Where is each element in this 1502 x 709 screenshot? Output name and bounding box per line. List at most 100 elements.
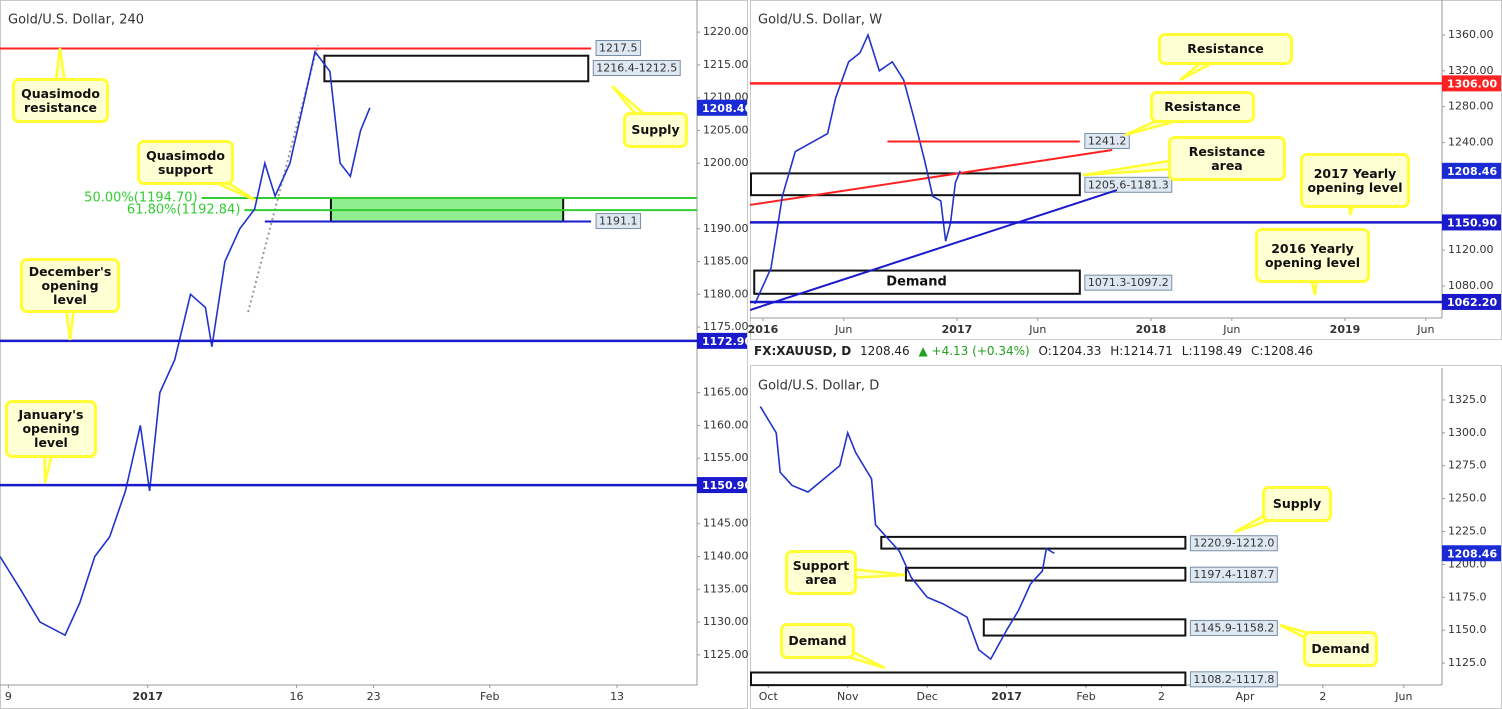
y-tick-label: 1175.0: [1448, 590, 1487, 603]
zone: [753, 269, 1081, 295]
price: 1208.46: [860, 344, 910, 358]
y-tick-label: 1215.00: [703, 58, 749, 71]
x-tick-label: Jun: [834, 323, 852, 336]
zone-tag: 1197.4-1187.7: [1193, 568, 1274, 581]
y-tick-label: 1125.00: [703, 648, 749, 661]
callout: Demand: [780, 623, 855, 659]
callout: Quasimodo support: [137, 140, 234, 185]
y-tick-label: 1360.00: [1448, 28, 1494, 41]
zone: [880, 535, 1187, 550]
level-axis-tag: 1150.90: [1447, 216, 1497, 229]
x-tick-label: Jun: [1028, 323, 1046, 336]
y-tick-label: 1300.0: [1448, 426, 1487, 439]
y-tick-label: 1140.00: [703, 550, 749, 563]
level-tag: 1191.1: [599, 215, 638, 228]
price-tag-box: [1189, 566, 1278, 583]
y-tick-label: 1205.00: [703, 123, 749, 136]
chart-title: Gold/U.S. Dollar, W: [758, 13, 882, 28]
price-tag-box: [595, 40, 642, 57]
last-price-tag: 1208.46: [702, 102, 752, 115]
x-tick-label: 2019: [1330, 323, 1361, 336]
y-tick-label: 1185.00: [703, 255, 749, 268]
zone-tag: 1205.6-1181.3: [1088, 178, 1169, 191]
x-tick-label: 2: [1319, 690, 1326, 703]
x-tick-label: Oct: [759, 690, 779, 703]
zone-tag: 1216.4-1212.5: [596, 62, 677, 75]
axis-tag-box: [697, 332, 747, 349]
zone: [904, 566, 1187, 582]
callout: 2016 Yearly opening level: [1255, 228, 1370, 283]
callout: Resistance: [1158, 33, 1293, 65]
trendline: [750, 149, 1113, 206]
chart-title: Gold/U.S. Dollar, D: [758, 379, 879, 394]
callout: Supply: [1262, 486, 1332, 522]
zone-tag: 1108.2-1117.8: [1193, 673, 1274, 686]
y-tick-label: 1190.00: [703, 222, 749, 235]
y-tick-label: 1175.00: [703, 320, 749, 333]
y-tick-label: 1135.00: [703, 582, 749, 595]
zone-tag: 1145.9-1158.2: [1193, 621, 1274, 634]
y-tick-label: 1080.00: [1448, 279, 1494, 292]
x-tick-label: Jun: [1222, 323, 1240, 336]
y-tick-label: 1280.00: [1448, 100, 1494, 113]
y-tick-label: 1130.00: [703, 615, 749, 628]
change: ▲ +4.13 (+0.34%): [918, 344, 1030, 358]
price-tag-box: [1084, 176, 1173, 193]
x-tick-label: 13: [610, 690, 624, 703]
x-tick-label: 2017: [132, 690, 163, 703]
zone: [982, 618, 1187, 637]
y-tick-label: 1325.0: [1448, 393, 1487, 406]
zone-tag: 1071.3-1097.2: [1088, 276, 1169, 289]
axis-tag-box: [1442, 214, 1501, 231]
level-axis-tag: 1150.90: [702, 479, 752, 492]
open: O:1204.33: [1038, 344, 1102, 358]
price-tag-box: [1189, 671, 1278, 688]
y-tick-label: 1150.0: [1448, 623, 1487, 636]
callout: 2017 Yearly opening level: [1300, 153, 1410, 208]
low: L:1198.49: [1181, 344, 1243, 358]
fib-label: 50.00%(1194.70): [84, 190, 197, 205]
high: H:1214.71: [1110, 344, 1173, 358]
level-axis-tag: 1062.20: [1447, 296, 1497, 309]
price-tag-box: [1084, 274, 1173, 291]
last-price-box: [1442, 162, 1501, 179]
callout: Support area: [785, 550, 857, 595]
price-tag-box: [1189, 535, 1278, 552]
y-tick-label: 1160.00: [703, 418, 749, 431]
y-tick-label: 1200.00: [703, 156, 749, 169]
x-tick-label: Feb: [1076, 690, 1095, 703]
zone-name: Demand: [886, 275, 947, 290]
x-tick-label: 16: [289, 690, 303, 703]
price-tag-box: [592, 60, 681, 76]
callout: Quasimodo resistance: [12, 78, 109, 123]
callout: Resistance: [1150, 91, 1255, 123]
level-tag: 1217.5: [599, 42, 638, 55]
x-tick-label: 2017: [942, 323, 973, 336]
last-price-box: [697, 99, 747, 116]
x-tick-label: Dec: [917, 690, 938, 703]
axis-tag-box: [697, 477, 747, 494]
y-tick-label: 1225.0: [1448, 524, 1487, 537]
price-tag-box: [1189, 619, 1278, 636]
x-tick-label: 23: [367, 690, 381, 703]
y-tick-label: 1165.00: [703, 386, 749, 399]
x-tick-label: 2018: [1136, 323, 1167, 336]
y-tick-label: 1220.00: [703, 25, 749, 38]
y-tick-label: 1180.00: [703, 287, 749, 300]
price-tag-box: [1084, 132, 1130, 149]
chart-title: Gold/U.S. Dollar, 240: [8, 13, 144, 28]
y-tick-label: 1120.00: [1448, 243, 1494, 256]
callout: Resistance area: [1168, 136, 1286, 181]
last-price-tag: 1208.46: [1447, 547, 1497, 560]
level-tag: 1241.2: [1088, 134, 1127, 147]
axis-tag-box: [1442, 293, 1501, 310]
y-tick-label: 1320.00: [1448, 64, 1494, 77]
price-tag-box: [595, 213, 642, 230]
x-tick-label: 9: [5, 690, 12, 703]
x-tick-label: Nov: [837, 690, 859, 703]
close: C:1208.46: [1250, 344, 1313, 358]
trendline: [750, 189, 1118, 311]
x-tick-label: 2017: [991, 690, 1022, 703]
last-price-tag: 1208.46: [1447, 165, 1497, 178]
